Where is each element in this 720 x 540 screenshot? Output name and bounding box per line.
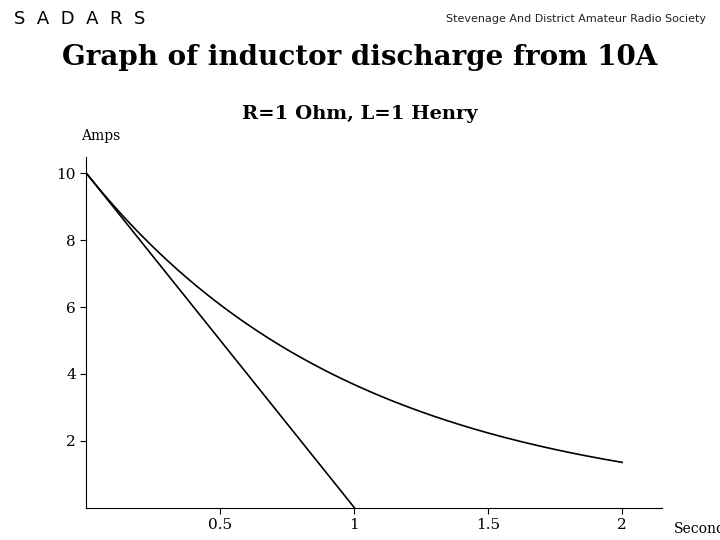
Text: Graph of inductor discharge from 10A: Graph of inductor discharge from 10A [63, 44, 657, 71]
Text: R=1 Ohm, L=1 Henry: R=1 Ohm, L=1 Henry [242, 105, 478, 123]
Text: Stevenage And District Amateur Radio Society: Stevenage And District Amateur Radio Soc… [446, 15, 706, 24]
Text: Seconds: Seconds [674, 522, 720, 536]
Text: S  A  D  A  R  S: S A D A R S [14, 10, 145, 29]
Text: Amps: Amps [81, 129, 120, 143]
